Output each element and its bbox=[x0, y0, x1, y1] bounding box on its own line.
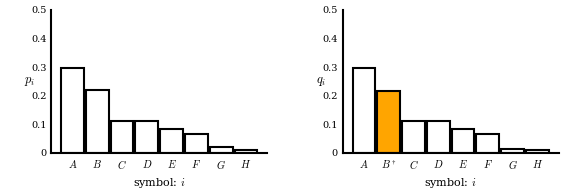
Bar bbox=[86, 90, 109, 153]
Y-axis label: $q_i$: $q_i$ bbox=[316, 75, 326, 88]
Bar bbox=[136, 121, 158, 153]
Bar bbox=[377, 91, 400, 153]
Bar bbox=[61, 68, 84, 153]
Bar bbox=[526, 150, 549, 153]
Bar bbox=[501, 149, 524, 153]
X-axis label: symbol: $i$: symbol: $i$ bbox=[425, 176, 477, 190]
Bar bbox=[160, 129, 183, 153]
X-axis label: symbol: $i$: symbol: $i$ bbox=[133, 176, 185, 190]
Bar bbox=[235, 150, 258, 153]
Bar bbox=[427, 121, 450, 153]
Y-axis label: $p_i$: $p_i$ bbox=[24, 75, 35, 88]
Bar bbox=[451, 129, 474, 153]
Bar bbox=[210, 147, 233, 153]
Bar bbox=[352, 68, 375, 153]
Bar bbox=[477, 134, 499, 153]
Bar bbox=[402, 121, 425, 153]
Bar bbox=[185, 134, 208, 153]
Bar bbox=[111, 121, 133, 153]
